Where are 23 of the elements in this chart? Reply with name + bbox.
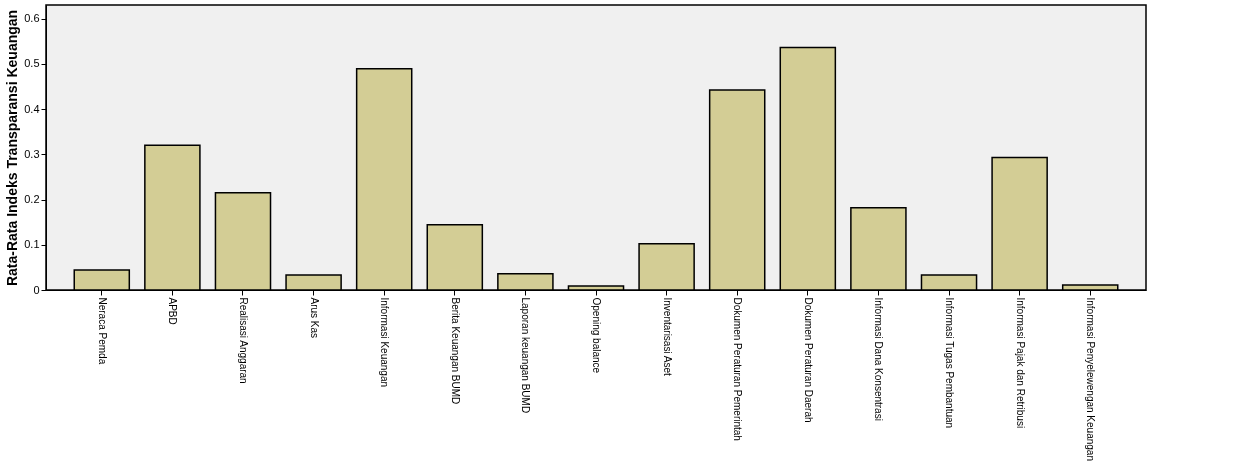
y-tick-label: 0.6 (24, 12, 40, 25)
x-tick-label: Dokumen Peraturan Daerah (802, 297, 814, 423)
y-tick-label: 0.5 (24, 57, 40, 70)
y-tick-label: 0 (33, 283, 40, 296)
x-tick-label: Neraca Pemda (96, 297, 108, 365)
x-tick-label: Laporan keuangan BUMD (520, 297, 532, 414)
x-tick-label: Realisasi Anggaran (237, 297, 249, 384)
x-tick-label: Informasi Tugas Pembantuan (944, 297, 956, 429)
y-tick-label: 0.2 (24, 193, 40, 206)
x-tick-label: Informasi Dana Konsentrasi (873, 297, 885, 421)
y-axis-title: Rata-Rata Indeks Transparansi Keuangan (4, 9, 21, 287)
y-tick-label: 0.4 (24, 102, 40, 115)
x-tick-label: Informasi Penyelewengan Keuangan (1085, 297, 1097, 461)
x-tick-label: Opening balance (591, 297, 602, 374)
x-tick-label: Dokumen Peraturan Pemerintah (732, 297, 744, 441)
x-tick-label: Arus Kas (308, 297, 320, 339)
x-tick-label: Berita Keuangan BUMD (449, 297, 461, 405)
x-tick-label: APBD (167, 297, 179, 325)
y-tick-label: 0.1 (24, 238, 40, 251)
x-tick-label: Informasi Pajak dan Retribusi (1014, 297, 1026, 429)
x-tick-label: Informasi Keuangan (379, 297, 391, 388)
y-tick-label: 0.3 (24, 147, 40, 160)
x-tick-label: Inventarisasi Aset (661, 297, 673, 377)
